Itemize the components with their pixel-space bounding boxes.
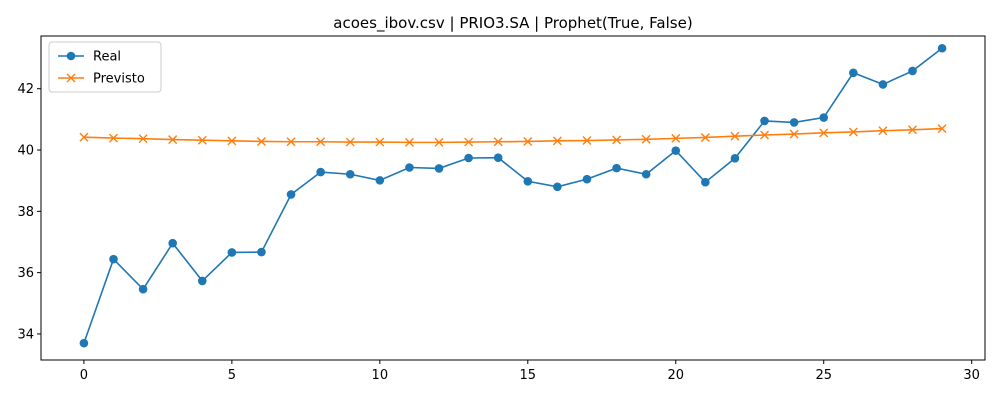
data-point-previsto xyxy=(760,130,770,140)
data-point-real xyxy=(405,163,414,172)
data-point-real xyxy=(79,338,89,348)
data-point-previsto xyxy=(523,136,533,146)
data-point-real xyxy=(493,153,503,162)
series-line-real xyxy=(83,47,943,344)
data-point-previsto xyxy=(434,137,444,147)
data-point-previsto xyxy=(286,137,296,147)
y-tick-label: 34 xyxy=(17,327,34,342)
data-point-previsto xyxy=(908,125,917,135)
data-point-previsto xyxy=(612,135,622,145)
data-point-real xyxy=(345,169,355,179)
data-point-real xyxy=(138,284,148,294)
x-tick-label: 5 xyxy=(228,368,236,383)
data-point-real xyxy=(375,176,385,185)
data-point-previsto xyxy=(79,132,89,142)
data-point-real xyxy=(908,66,917,76)
data-point-previsto xyxy=(404,137,414,147)
data-point-previsto xyxy=(878,126,888,136)
data-point-real xyxy=(109,254,118,264)
data-point-real xyxy=(316,167,325,177)
legend-label-real: Real xyxy=(93,50,121,65)
data-point-previsto xyxy=(671,133,681,143)
axes-frame xyxy=(40,35,986,361)
x-tick-label: 0 xyxy=(80,368,88,383)
data-point-real xyxy=(227,248,237,257)
data-point-previsto xyxy=(848,127,858,137)
data-point-real xyxy=(257,247,266,257)
y-tick-label: 42 xyxy=(17,82,34,97)
legend-marker-real xyxy=(66,51,76,61)
data-point-previsto xyxy=(937,124,947,134)
series-real xyxy=(79,43,947,348)
data-point-real xyxy=(789,118,799,127)
data-point-previsto xyxy=(345,137,355,147)
series-previsto xyxy=(79,124,947,147)
series-line-previsto xyxy=(83,127,943,144)
data-point-real xyxy=(849,68,858,78)
data-point-previsto xyxy=(227,136,237,146)
x-tick-label: 30 xyxy=(963,368,980,383)
data-point-real xyxy=(819,113,829,122)
data-point-previsto xyxy=(789,129,799,139)
data-point-previsto xyxy=(168,135,178,145)
data-point-previsto xyxy=(256,136,266,146)
data-point-previsto xyxy=(641,134,651,144)
plot-area xyxy=(79,43,947,348)
y-tick-label: 38 xyxy=(17,205,34,220)
legend-label-previsto: Previsto xyxy=(93,72,145,87)
chart-title: acoes_ibov.csv | PRIO3.SA | Prophet(True… xyxy=(333,14,692,33)
axis-ticks: 0 5 10 15 20 25 30 34 36 38 40 42 xyxy=(17,82,980,383)
y-tick-label: 40 xyxy=(17,144,34,159)
data-point-real xyxy=(878,80,888,89)
data-point-previsto xyxy=(493,137,503,147)
legend-marker-previsto xyxy=(66,73,76,83)
data-point-real xyxy=(553,182,562,192)
x-tick-label: 25 xyxy=(815,368,832,383)
data-point-real xyxy=(730,154,740,163)
data-point-previsto xyxy=(197,135,207,145)
data-point-real xyxy=(701,177,710,187)
legend-box xyxy=(48,41,162,93)
data-point-real xyxy=(760,116,769,126)
data-point-previsto xyxy=(819,128,829,138)
data-point-previsto xyxy=(552,136,562,146)
y-tick-label: 36 xyxy=(17,266,34,281)
data-point-real xyxy=(464,153,473,163)
x-tick-label: 10 xyxy=(372,368,389,383)
data-point-real xyxy=(582,174,592,184)
data-point-real xyxy=(937,43,947,53)
data-point-previsto xyxy=(109,133,118,143)
x-tick-label: 20 xyxy=(667,368,684,383)
data-point-previsto xyxy=(316,137,326,147)
data-point-previsto xyxy=(730,131,740,141)
data-point-previsto xyxy=(582,136,592,146)
data-point-previsto xyxy=(464,137,474,147)
data-point-real xyxy=(523,176,533,186)
data-point-real xyxy=(286,190,296,199)
data-point-previsto xyxy=(138,134,148,144)
data-point-real xyxy=(168,238,177,248)
x-tick-label: 15 xyxy=(520,368,537,383)
data-point-previsto xyxy=(700,132,710,142)
data-point-real xyxy=(434,164,444,173)
data-point-real xyxy=(612,163,621,173)
data-point-real xyxy=(197,276,207,286)
data-point-previsto xyxy=(375,137,385,147)
data-point-real xyxy=(671,146,681,155)
legend: Real Previsto xyxy=(48,41,162,93)
data-point-real xyxy=(641,169,651,179)
